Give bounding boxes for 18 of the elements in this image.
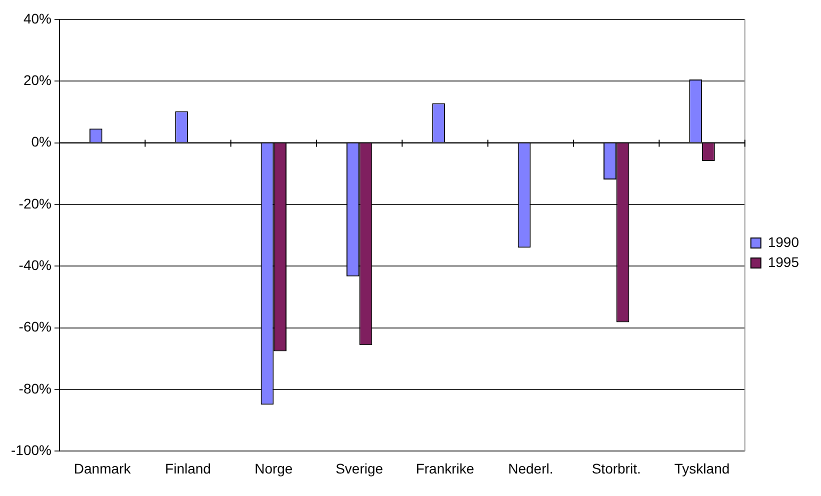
y-tick-label: -60% <box>18 318 52 335</box>
x-tick-label: Danmark <box>74 460 132 476</box>
y-tick-label: 0% <box>31 134 52 150</box>
x-tick-label: Sverige <box>336 460 384 476</box>
x-tick-label: Norge <box>254 460 293 476</box>
y-tick-label: -80% <box>18 380 52 396</box>
y-tick-label: -100% <box>11 442 52 458</box>
y-tick-label: -40% <box>18 257 52 273</box>
y-tick-label: 40% <box>23 10 52 26</box>
y-tick-label: -20% <box>18 195 52 212</box>
legend-label: 1995 <box>768 254 800 270</box>
x-tick-label: Nederl. <box>508 460 554 476</box>
x-tick-label: Finland <box>165 460 211 476</box>
x-tick-label: Tyskland <box>674 460 730 476</box>
legend-label: 1990 <box>768 234 800 250</box>
x-tick-label: Storbrit. <box>592 460 641 476</box>
x-tick-label: Frankrike <box>416 460 474 476</box>
y-tick-label: 20% <box>23 72 52 88</box>
